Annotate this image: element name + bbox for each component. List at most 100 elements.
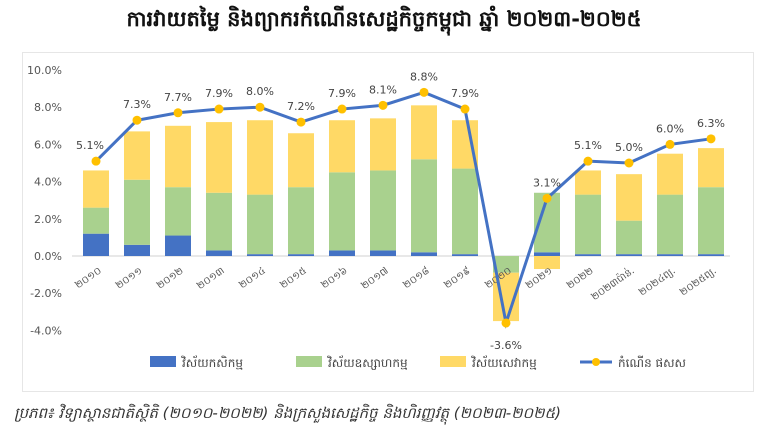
bar-segment [411,105,437,160]
x-tick-label: ២០១៣ [195,265,227,292]
bar-segment [534,252,560,256]
gdp-growth-marker [378,100,388,110]
x-tick-label: ២០១៥ [278,265,308,291]
gdp-growth-marker [542,193,552,203]
legend-label: វិស័យឧស្សាហកម្ម [327,355,408,370]
data-label: 7.9% [328,87,356,100]
bar-segment [411,252,437,256]
data-label: 6.3% [697,117,725,130]
data-label: 8.8% [410,70,438,83]
bar-segment [575,194,601,255]
gdp-growth-marker [296,117,306,127]
bar-segment [616,254,642,256]
data-label: 8.0% [246,85,274,98]
bar-segment [657,254,683,256]
x-tick-label: ២០២៤ព្យ. [637,265,678,298]
bar-segment [247,194,273,255]
gdp-growth-marker [214,104,224,114]
bar-segment [575,254,601,256]
gdp-growth-marker [337,104,347,114]
gdp-growth-marker [624,158,634,168]
bar-segment [616,174,642,221]
legend-marker [592,358,600,366]
data-label: 5.1% [574,139,602,152]
bar-segment [370,118,396,171]
x-tick-label: ២០២២ [565,265,596,291]
data-label: 7.3% [123,98,151,111]
data-label: 7.7% [164,91,192,104]
gdp-growth-marker [460,104,470,114]
gdp-growth-marker [255,102,265,112]
bar-segment [124,131,150,180]
y-tick-label: -2.0% [30,287,62,300]
bar-segment [83,233,109,256]
chart-frame [22,52,754,392]
bar-segment [657,153,683,195]
y-tick-label: -4.0% [30,324,62,337]
chart-title: ការវាយតម្លៃ និងព្យាករកំណើនសេដ្ឋកិច្ចកម្ព… [126,7,642,31]
legend-swatch [150,356,176,367]
bar-segment [452,254,478,256]
x-tick-label: ២០១៨ [401,265,432,292]
bar-segment [657,194,683,255]
bar-segment [370,250,396,256]
gdp-growth-marker [132,115,142,125]
legend-label: វិស័យកសិកម្ម [181,355,244,370]
bar-segment [411,159,437,253]
source-note: ប្រភព៖ វិទ្យាស្ថានជាតិស្ថិតិ (២០១០-២០២២)… [14,404,561,422]
x-tick-label: ២០២៥ព្យ. [678,265,719,298]
data-label: 8.1% [369,83,397,96]
bar-segment [124,244,150,256]
x-tick-label: ២០២៣ប៉ាន់. [588,264,636,303]
gdp-growth-marker [665,139,675,149]
data-label: 5.1% [76,139,104,152]
gdp-growth-marker [501,318,511,328]
data-label: 7.9% [205,87,233,100]
gdp-growth-marker [583,156,593,166]
bar-segment [165,187,191,236]
x-tick-label: ២០១៤ [237,265,267,291]
bar-segment [206,250,232,256]
x-tick-label: ២០១១ [114,265,145,291]
bar-segment [288,254,314,256]
bar-segment [165,235,191,256]
data-label: 7.2% [287,100,315,113]
bar-segment [288,187,314,255]
y-tick-label: 2.0% [34,213,62,226]
data-label: 5.0% [615,141,643,154]
bar-segment [288,133,314,188]
bar-segment [329,172,355,251]
bar-segment [698,254,724,256]
bar-segment [698,148,724,188]
y-tick-label: 0.0% [34,250,62,263]
data-label: 6.0% [656,122,684,135]
y-tick-label: 6.0% [34,138,62,151]
x-tick-label: ២០២១ [524,265,555,291]
bar-segment [698,187,724,255]
bar-segment [165,125,191,188]
bar-segment [124,179,150,245]
bar-segment [616,220,642,255]
bar-segment [83,170,109,208]
y-tick-label: 10.0% [27,64,62,77]
legend-swatch [296,356,322,367]
x-tick-label: ២០១២ [155,265,186,291]
bar-segment [206,122,232,193]
x-tick-label: ២០១៧ [359,265,390,291]
gdp-growth-marker [91,156,101,166]
y-tick-label: 8.0% [34,101,62,114]
bar-segment [329,120,355,173]
bar-segment [83,207,109,234]
bar-segment [247,120,273,195]
bar-segment [206,192,232,251]
bar-segment [247,254,273,256]
bar-segment [329,250,355,256]
x-tick-label: ២០១៦ [319,265,350,292]
bar-segment [493,256,519,273]
bar-segment [370,170,396,251]
legend-swatch [440,356,466,367]
gdp-growth-marker [419,87,429,97]
legend-label: កំណើន ផសស [618,355,686,370]
bar-segment [575,170,601,195]
